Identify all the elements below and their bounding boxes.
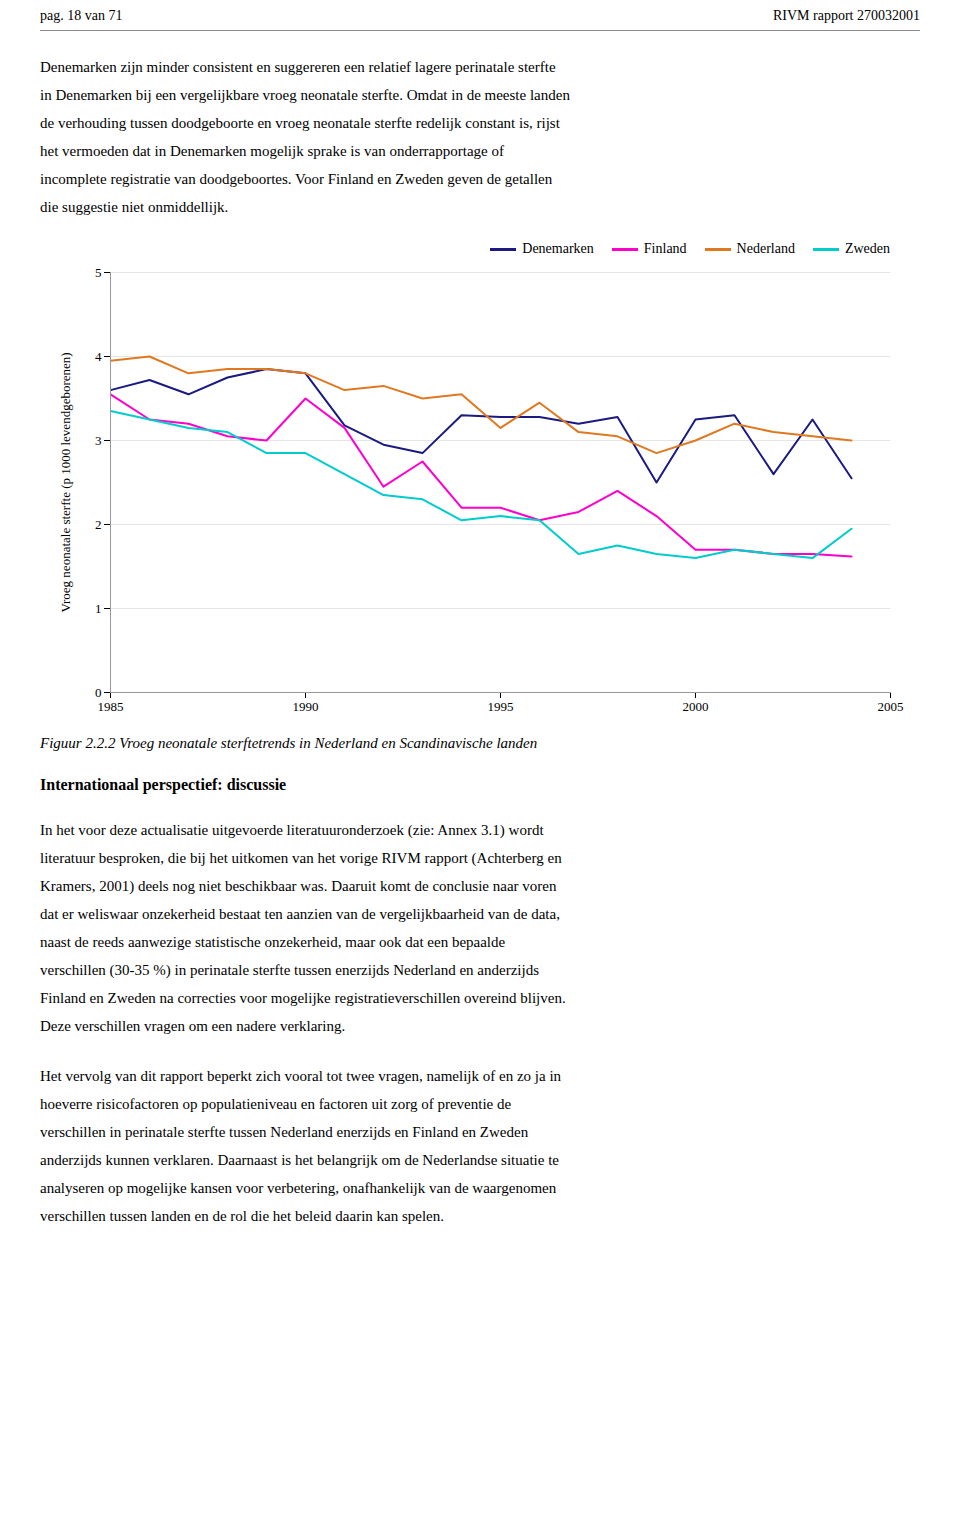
svg-text:2000: 2000 xyxy=(683,699,709,714)
html-text:incomplete registratie van doo: incomplete registratie van doodgeboortes… xyxy=(40,171,553,187)
html-text:Figuur 2.2.2 Vroeg neonatale s: Figuur 2.2.2 Vroeg neonatale sterftetren… xyxy=(40,735,538,751)
svg-text:Vroeg neonatale sterfte (p 100: Vroeg neonatale sterfte (p 1000 levendge… xyxy=(58,352,73,612)
html-text:pag. 18 van 71: pag. 18 van 71 xyxy=(40,8,123,23)
svg-text:1995: 1995 xyxy=(488,699,514,714)
html-text:Finland en Zweden na correctie: Finland en Zweden na correcties voor mog… xyxy=(40,990,566,1006)
html-text:het vermoeden dat in Denemarke: het vermoeden dat in Denemarken mogelijk… xyxy=(40,143,504,159)
svg-text:2005: 2005 xyxy=(878,699,904,714)
svg-text:1: 1 xyxy=(95,601,102,616)
html-text:verschillen (30-35 %) in perin: verschillen (30-35 %) in perinatale ster… xyxy=(40,962,539,978)
html-text:literatuur besproken, die bij: literatuur besproken, die bij het uitkom… xyxy=(40,850,562,866)
html-text:Internationaal perspectief: di: Internationaal perspectief: discussie xyxy=(40,776,287,793)
html-text:Nederland: Nederland xyxy=(736,241,795,256)
html-text:Denemarken zijn minder consist: Denemarken zijn minder consistent en sug… xyxy=(40,59,556,75)
html-text:naast de reeds aanwezige stati: naast de reeds aanwezige statistische on… xyxy=(40,934,506,950)
html-text:Finland: Finland xyxy=(643,241,687,256)
html-text:analyseren op mogelijke kansen: analyseren op mogelijke kansen voor verb… xyxy=(40,1180,557,1196)
html-text:verschillen in perinatale ster: verschillen in perinatale sterfte tussen… xyxy=(40,1124,529,1140)
html-text:Deze verschillen vragen om een: Deze verschillen vragen om een nadere ve… xyxy=(40,1018,346,1034)
html-text:hoeverre risicofactoren op pop: hoeverre risicofactoren op populatienive… xyxy=(40,1096,512,1112)
html-text:In het voor deze actualisatie: In het voor deze actualisatie uitgevoerd… xyxy=(40,822,544,838)
svg-text:1985: 1985 xyxy=(98,699,124,714)
html-text:Het vervolg van dit rapport be: Het vervolg van dit rapport beperkt zich… xyxy=(40,1068,562,1084)
html-text:dat er weliswaar onzekerheid b: dat er weliswaar onzekerheid bestaat ten… xyxy=(40,906,560,922)
html-text:Zweden: Zweden xyxy=(844,241,890,256)
svg-text:0: 0 xyxy=(95,685,102,700)
html-text:Kramers, 2001) deels nog niet: Kramers, 2001) deels nog niet beschikbaa… xyxy=(40,878,557,894)
svg-text:5: 5 xyxy=(95,265,102,280)
svg-text:1990: 1990 xyxy=(293,699,319,714)
svg-text:2: 2 xyxy=(95,517,102,532)
html-text:in Denemarken bij een vergelij: in Denemarken bij een vergelijkbare vroe… xyxy=(40,87,570,103)
html-text:Denemarken: Denemarken xyxy=(522,241,594,256)
svg-text:3: 3 xyxy=(95,433,102,448)
html-text:verschillen tussen landen en d: verschillen tussen landen en de rol die … xyxy=(40,1208,444,1224)
html-text:die suggestie niet onmiddellij: die suggestie niet onmiddellijk. xyxy=(40,199,229,215)
html-text:de verhouding tussen doodgeboo: de verhouding tussen doodgeboorte en vro… xyxy=(40,115,560,131)
svg-text:4: 4 xyxy=(95,349,102,364)
html-text:RIVM rapport 270032001: RIVM rapport 270032001 xyxy=(773,8,920,23)
html-text:anderzijds kunnen verklaren. D: anderzijds kunnen verklaren. Daarnaast i… xyxy=(40,1152,559,1168)
